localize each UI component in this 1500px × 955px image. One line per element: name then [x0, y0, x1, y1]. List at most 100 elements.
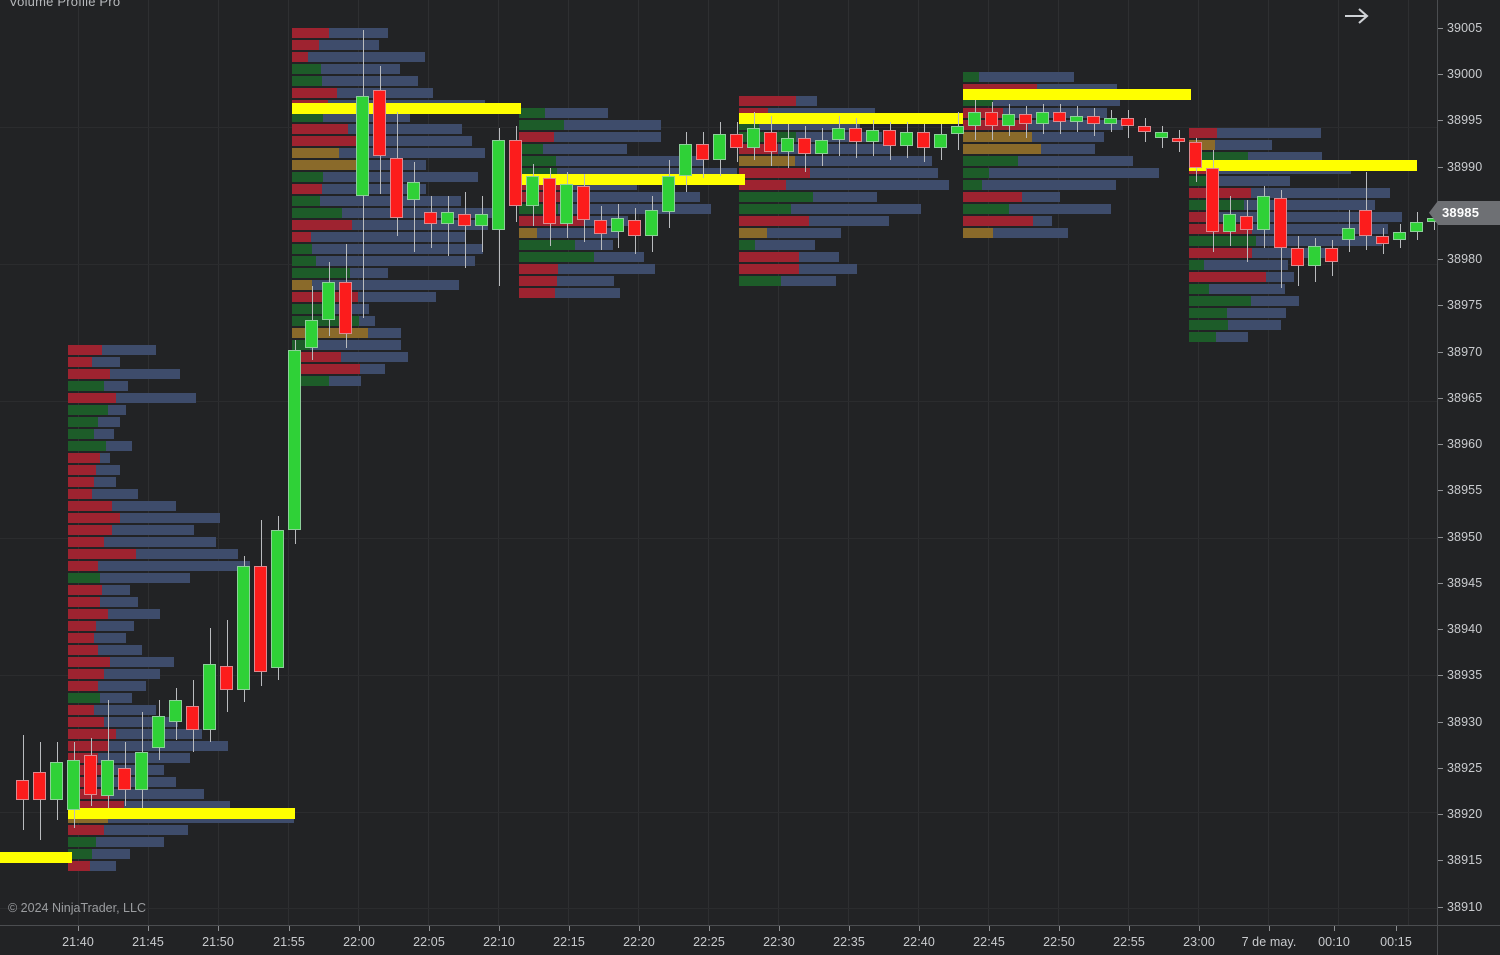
candle-body[interactable]	[543, 178, 556, 224]
candle-body[interactable]	[1359, 210, 1372, 236]
delta-profile-bar	[292, 160, 359, 170]
poc-line	[963, 89, 1191, 101]
candle-body[interactable]	[1308, 246, 1321, 266]
candle-body[interactable]	[1325, 248, 1338, 262]
volume-profile-bar	[292, 280, 459, 290]
candle-body[interactable]	[730, 134, 743, 148]
candle-body[interactable]	[84, 755, 97, 795]
candle-body[interactable]	[441, 212, 454, 224]
candle-body[interactable]	[101, 760, 114, 796]
candle-body[interactable]	[50, 762, 63, 800]
candle-body[interactable]	[696, 144, 709, 160]
current-price-tag[interactable]: 38985	[1429, 200, 1500, 225]
candle-body[interactable]	[356, 96, 369, 196]
candle-body[interactable]	[271, 530, 284, 668]
candle-body[interactable]	[203, 664, 216, 730]
candle-body[interactable]	[220, 666, 233, 690]
candle-body[interactable]	[628, 220, 641, 236]
candle-body[interactable]	[747, 128, 760, 148]
candle-body[interactable]	[781, 138, 794, 152]
candle-body[interactable]	[1053, 112, 1066, 122]
candle-body[interactable]	[118, 768, 131, 790]
chart-plot-area[interactable]: Volume Profile Pro © 2024 NinjaTrader, L…	[0, 0, 1437, 925]
candle-body[interactable]	[1291, 248, 1304, 266]
candle-body[interactable]	[662, 176, 675, 212]
candle-body[interactable]	[16, 780, 29, 800]
candle-body[interactable]	[475, 214, 488, 226]
candle-body[interactable]	[1087, 116, 1100, 124]
candle-body[interactable]	[509, 140, 522, 206]
candle-body[interactable]	[1138, 126, 1151, 132]
candle-body[interactable]	[985, 112, 998, 126]
candle-body[interactable]	[798, 138, 811, 154]
candle-body[interactable]	[832, 128, 845, 140]
candle-body[interactable]	[1223, 214, 1236, 232]
candle-body[interactable]	[1002, 114, 1015, 126]
grid-line-vertical	[778, 0, 779, 925]
candle-body[interactable]	[951, 126, 964, 134]
candle-body[interactable]	[815, 140, 828, 154]
candle-body[interactable]	[1393, 232, 1406, 240]
candle-body[interactable]	[322, 282, 335, 320]
candle-body[interactable]	[1036, 112, 1049, 124]
candle-body[interactable]	[917, 132, 930, 148]
candle-body[interactable]	[866, 130, 879, 142]
candle-body[interactable]	[679, 144, 692, 176]
candle-body[interactable]	[1342, 228, 1355, 240]
time-axis[interactable]: 21:40 21:45 21:50 21:55 22:00 22:05 22:10 22:15…	[0, 925, 1437, 955]
candle-body[interactable]	[458, 214, 471, 226]
candle-body[interactable]	[135, 752, 148, 790]
candle-body[interactable]	[152, 716, 165, 748]
candle-body[interactable]	[611, 218, 624, 232]
candle-body[interactable]	[900, 132, 913, 146]
price-axis-label: 38980	[1447, 252, 1483, 266]
candle-body[interactable]	[526, 176, 539, 206]
candle-body[interactable]	[1104, 118, 1117, 124]
price-axis-label: 38925	[1447, 760, 1483, 775]
candle-body[interactable]	[934, 134, 947, 148]
candle-body[interactable]	[1376, 236, 1389, 244]
candle-body[interactable]	[237, 566, 250, 690]
volume-profile-bar	[292, 352, 408, 362]
candle-body[interactable]	[883, 130, 896, 146]
candle-body[interactable]	[339, 282, 352, 334]
candle-body[interactable]	[764, 132, 777, 152]
grid-line-vertical	[218, 0, 219, 925]
candle-body[interactable]	[849, 128, 862, 142]
delta-profile-bar	[519, 276, 558, 286]
candle-body[interactable]	[492, 140, 505, 230]
candle-body[interactable]	[288, 350, 301, 530]
candle-body[interactable]	[713, 134, 726, 160]
volume-profile-bar	[519, 192, 700, 202]
candle-body[interactable]	[67, 760, 80, 810]
candle-body[interactable]	[407, 182, 420, 200]
candle-body[interactable]	[390, 158, 403, 218]
candle-body[interactable]	[1240, 216, 1253, 230]
price-axis[interactable]: 39005 39000 38995 38990 38980 38975 38970 38965…	[1429, 0, 1500, 925]
delta-profile-bar	[292, 136, 367, 146]
candle-body[interactable]	[305, 320, 318, 348]
candle-body[interactable]	[1189, 142, 1202, 168]
candle-body[interactable]	[1155, 132, 1168, 138]
arrow-right-icon[interactable]	[1339, 2, 1375, 30]
candle-body[interactable]	[560, 184, 573, 224]
candle-body[interactable]	[594, 220, 607, 234]
candle-body[interactable]	[373, 90, 386, 156]
candle-body[interactable]	[254, 566, 267, 672]
candle-body[interactable]	[1121, 118, 1134, 126]
candle-body[interactable]	[577, 186, 590, 220]
candle-body[interactable]	[1427, 218, 1437, 222]
candle-body[interactable]	[424, 212, 437, 224]
candle-body[interactable]	[1070, 116, 1083, 122]
candle-body[interactable]	[1206, 168, 1219, 232]
candle-body[interactable]	[33, 772, 46, 800]
candle-body[interactable]	[1410, 222, 1423, 232]
candle-body[interactable]	[968, 112, 981, 126]
candle-body[interactable]	[645, 210, 658, 236]
candle-body[interactable]	[1019, 114, 1032, 124]
candle-body[interactable]	[186, 706, 199, 730]
candle-body[interactable]	[169, 700, 182, 722]
candle-body[interactable]	[1274, 198, 1287, 248]
candle-body[interactable]	[1172, 138, 1185, 142]
candle-body[interactable]	[1257, 196, 1270, 230]
